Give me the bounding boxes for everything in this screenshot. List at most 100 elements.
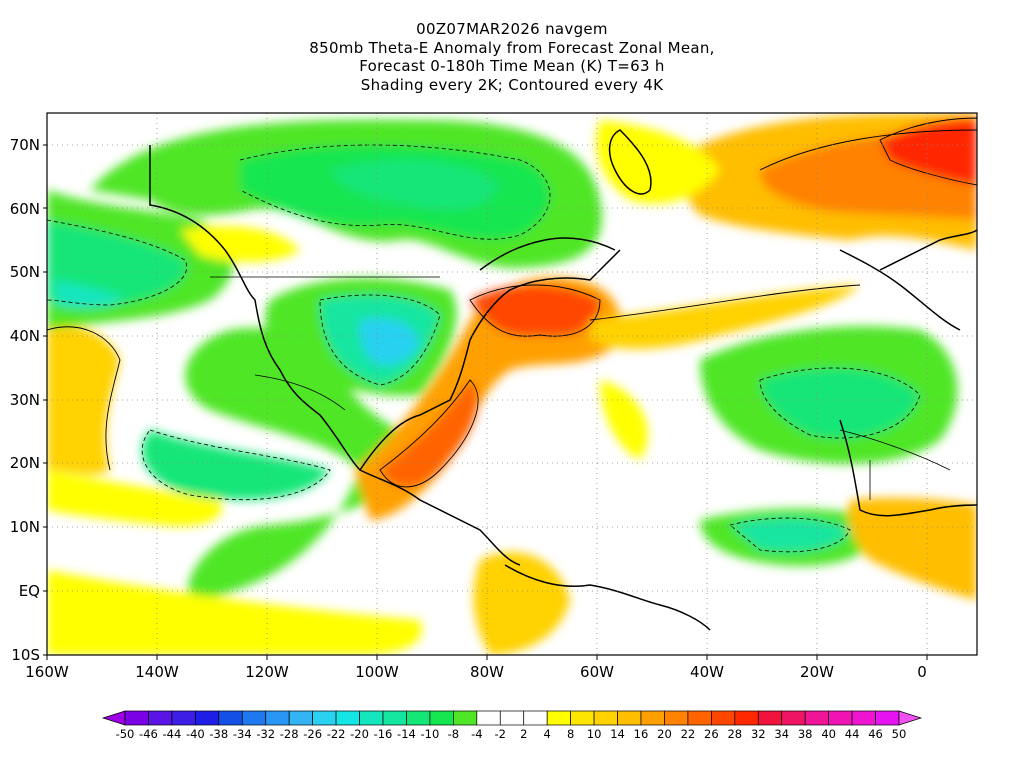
colorbar-swatch [312,710,337,726]
colorbar-swatch [523,710,548,726]
colorbar-swatch [875,710,900,726]
lon-label-160w: 160W [25,663,69,681]
colorbar-label: -28 [280,727,299,741]
lat-axis: 70N 60N 50N 40N 30N 20N 10N EQ 10S [10,136,40,664]
colorbar-label: 20 [657,727,672,741]
chart-title: 00Z07MAR2026 navgem 850mb Theta-E Anomal… [0,20,1024,94]
lon-axis: 160W 140W 120W 100W 80W 60W 40W 20W 0 [25,663,927,681]
colorbar-swatch [335,710,360,726]
colorbar-swatch [851,710,876,726]
colorbar-swatch [148,710,173,726]
title-line-run: 00Z07MAR2026 navgem [416,20,608,38]
colorbar-label: 2 [520,727,527,741]
colorbar-swatch [828,710,853,726]
colorbar-label: -50 [116,727,135,741]
colorbar-swatch [241,710,267,726]
colorbar-swatch [546,710,571,726]
colorbar-swatch [265,710,290,726]
lon-label-80w: 80W [470,663,504,681]
colorbar-label: -32 [256,727,275,741]
colorbar-label: 16 [634,727,649,741]
colorbar-label: 10 [587,727,602,741]
colorbar-label: -2 [495,727,506,741]
title-line-field: 850mb Theta-E Anomaly from Forecast Zona… [309,38,715,57]
lat-label-30n: 30N [10,391,40,409]
lat-label-40n: 40N [10,327,40,345]
anomaly-shading [47,113,977,655]
map-frame [46,112,978,656]
lat-label-70n: 70N [10,136,40,154]
colorbar: -50 -46 -44 -40 -38 -34 -32 -28 -26 -22 -20 -16 -14-… [101,710,923,741]
lat-label-60n: 60N [10,200,40,218]
colorbar-label: 38 [798,727,813,741]
lat-label-50n: 50N [10,263,40,281]
lon-label-60w: 60W [580,663,614,681]
gridlines [47,113,977,655]
colorbar-right-arrow [898,710,923,726]
title-line-forecast: Forecast 0-180h Time Mean (K) T=63 h [359,57,665,75]
lon-label-20w: 20W [800,663,834,681]
colorbar-swatch [687,710,712,726]
colorbar-swatch [804,710,829,726]
title-line-shading: Shading every 2K; Contoured every 4K [360,75,664,94]
colorbar-swatch [781,710,806,726]
colorbar-swatch [359,710,384,726]
contour-lines [47,117,977,488]
colorbar-swatch [664,710,689,726]
lat-ticks [43,144,47,656]
colorbar-label: 44 [845,727,860,741]
colorbar-swatch [640,710,665,726]
lon-label-100w: 100W [355,663,399,681]
negative-contour-lines [47,144,921,553]
colorbar-label: 50 [892,727,907,741]
lat-label-eq: EQ [19,582,40,600]
colorbar-label: 28 [727,727,742,741]
colorbar-swatch [593,710,618,726]
colorbar-label: 4 [544,727,551,741]
colorbar-label: -22 [327,727,346,741]
colorbar-swatch [406,710,431,726]
colorbar-swatch [734,710,759,726]
lon-label-120w: 120W [245,663,289,681]
colorbar-swatch [617,710,642,726]
colorbar-swatch [218,710,243,726]
colorbar-swatch [124,710,149,726]
lat-label-10s: 10S [11,646,40,664]
lon-label-0: 0 [917,663,927,681]
colorbar-label: 32 [751,727,766,741]
colorbar-label: 8 [567,727,574,741]
colorbar-label: -44 [163,727,182,741]
map-plot-area [47,113,977,655]
colorbar-swatch [499,710,525,726]
colorbar-swatch [195,710,220,726]
colorbar-label: 14 [610,727,625,741]
lon-label-40w: 40W [690,663,724,681]
colorbar-label: 46 [868,727,883,741]
political-borders [210,276,951,500]
colorbar-label: -46 [139,727,158,741]
colorbar-swatch [570,710,595,726]
colorbar-label: -20 [350,727,369,741]
colorbar-label: -4 [471,727,482,741]
lon-ticks [46,655,928,660]
colorbar-swatch [171,710,196,726]
coastlines [149,129,977,631]
colorbar-label: -16 [374,727,393,741]
lat-label-10n: 10N [10,518,40,536]
colorbar-label: -40 [186,727,205,741]
colorbar-label: -8 [448,727,459,741]
colorbar-swatch [757,710,783,726]
colorbar-left-arrow [101,710,126,726]
colorbar-label: 40 [821,727,836,741]
lat-label-20n: 20N [10,454,40,472]
colorbar-swatch [711,710,736,726]
colorbar-label: 22 [681,727,696,741]
colorbar-label: 26 [704,727,719,741]
colorbar-label: 34 [774,727,789,741]
colorbar-label: -38 [209,727,228,741]
colorbar-label: -34 [233,727,252,741]
colorbar-label: -10 [421,727,440,741]
colorbar-swatch [382,710,407,726]
colorbar-swatch [288,710,313,726]
